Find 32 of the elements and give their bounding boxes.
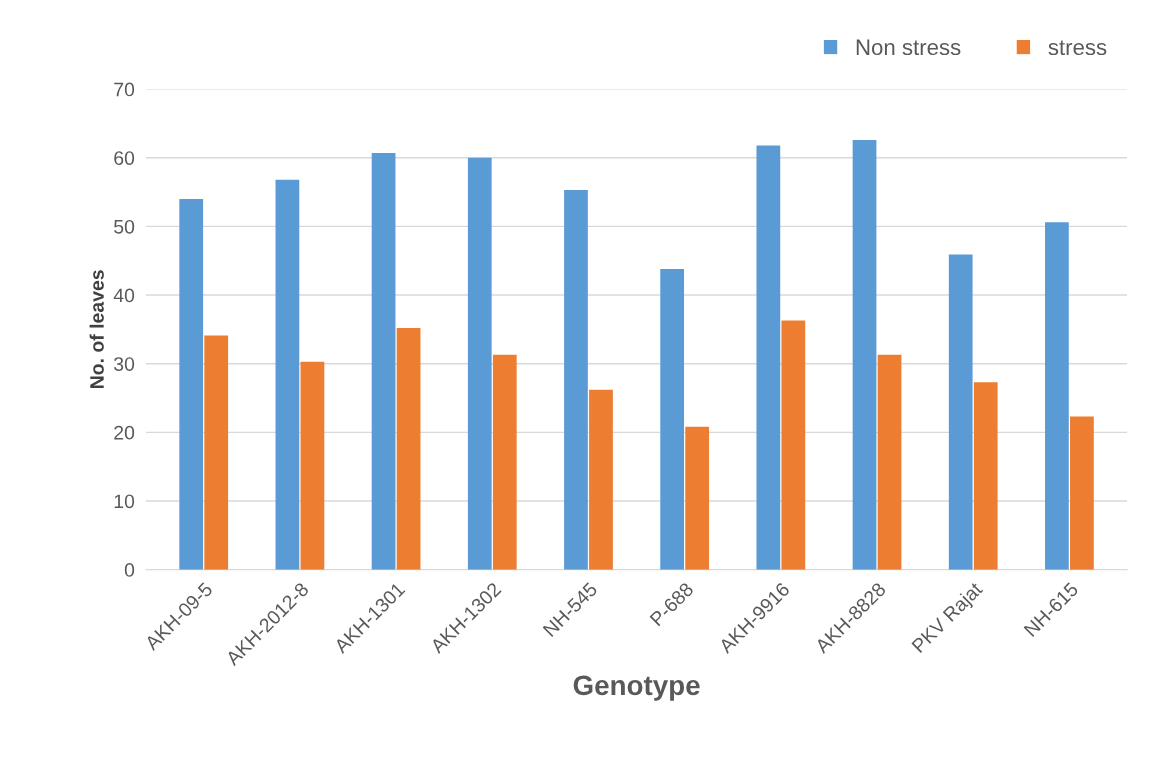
bar: [371, 152, 396, 570]
y-tick-label: 30: [114, 357, 135, 371]
x-axis-title: Genotype: [573, 675, 700, 701]
bar: [756, 145, 781, 570]
y-tick-label: 10: [114, 494, 135, 509]
bar: [492, 354, 517, 570]
bar: [1045, 222, 1069, 570]
y-tick-label: 40: [113, 288, 135, 303]
bar: [877, 354, 902, 570]
bar: [300, 361, 325, 570]
y-axis-title: No. of leaves: [89, 270, 104, 389]
bar: [852, 139, 877, 570]
bar: [467, 157, 492, 570]
bar: [204, 335, 229, 570]
bar: [589, 389, 613, 570]
bar: [781, 320, 806, 570]
bar: [396, 328, 421, 570]
bar: [685, 426, 710, 570]
y-tick-label: 50: [114, 219, 135, 234]
bar: [973, 382, 998, 570]
bar: [179, 198, 204, 570]
y-tick-label: 60: [114, 151, 135, 165]
bar: [948, 254, 973, 570]
y-tick-label: 20: [114, 425, 135, 440]
bar: [1070, 416, 1094, 570]
y-tick-label: 0: [124, 563, 135, 577]
bar: [660, 268, 685, 570]
legend-label: stress: [1048, 40, 1107, 56]
bar: [275, 179, 300, 570]
legend-label: Non stress: [856, 39, 961, 56]
y-tick-label: 70: [114, 82, 135, 97]
bar: [564, 190, 588, 570]
